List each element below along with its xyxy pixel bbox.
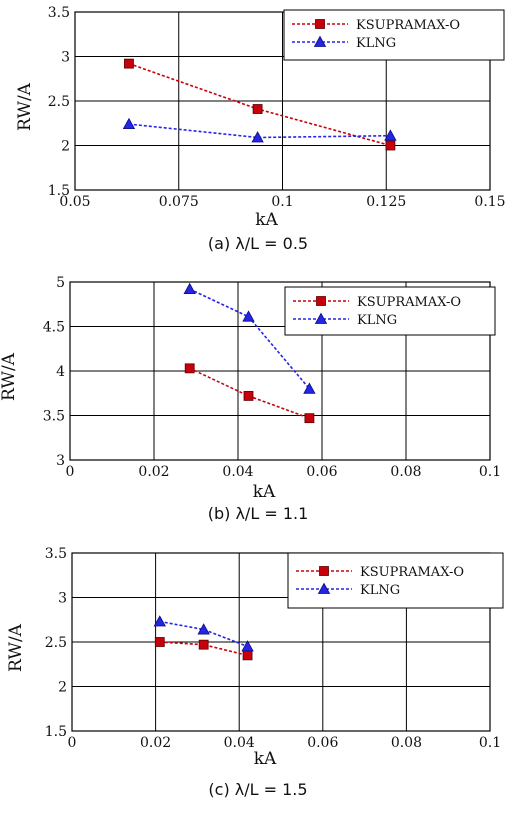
series-line-klng — [128, 123, 391, 139]
x-tick-label: 0.15 — [474, 194, 505, 210]
y-tick-label: 1.5 — [48, 183, 70, 199]
x-tick-label: 0.05 — [59, 194, 90, 210]
chart-panel-2: 0 0.02 0.04 0.06 0.08 0.1 1.5 2 2.5 3 3.5 kA RW/A KSU… — [6, 546, 504, 799]
data-point-ksupramax-o — [198, 639, 209, 650]
data-point-ksupramax-o — [243, 391, 254, 401]
y-tick-label: 3.5 — [48, 5, 70, 21]
legend-label: KLNG — [357, 313, 397, 328]
y-tick-label: 3.5 — [43, 409, 65, 425]
x-tick-label: 0.04 — [224, 735, 255, 751]
legend: KSUPRAMAX-O KLNG — [287, 552, 504, 609]
x-tick-label: 0.075 — [159, 194, 199, 210]
series-line-klng — [189, 288, 311, 390]
data-point-klng — [241, 640, 254, 652]
data-point-klng — [183, 282, 196, 295]
series-line-klng — [159, 620, 248, 648]
data-point-klng — [251, 131, 264, 143]
data-point-ksupramax-o — [304, 413, 315, 424]
legend-label: KLNG — [360, 583, 400, 598]
y-tick-label: 5 — [56, 275, 65, 291]
x-axis-label: kA — [254, 749, 277, 769]
series-line-ksupramax-o — [189, 367, 310, 419]
chart-panel-0: 0.05 0.075 0.1 0.125 0.15 1.5 2 2.5 3 3.5 kA RW/A KS… — [15, 5, 506, 253]
legend-box — [284, 286, 496, 336]
plot-frame — [69, 281, 491, 461]
legend-marker-ksupramax-o — [316, 296, 326, 306]
y-tick-label: 4 — [56, 364, 65, 380]
panel-caption: (a) λ/L = 0.5 — [208, 234, 308, 253]
y-tick-label: 3 — [56, 453, 65, 469]
legend-marker-ksupramax-o — [315, 19, 325, 29]
y-tick-label: 2.5 — [45, 635, 67, 651]
legend-marker-klng — [313, 35, 327, 47]
data-point-klng — [197, 623, 210, 635]
y-tick-label: 2 — [58, 680, 67, 696]
legend-label: KSUPRAMAX-O — [357, 295, 461, 310]
y-axis-label: RW/A — [6, 623, 26, 672]
data-point-ksupramax-o — [184, 363, 195, 374]
y-tick-label: 2.5 — [48, 94, 70, 110]
data-point-klng — [122, 117, 136, 130]
y-tick-label: 4.5 — [43, 320, 65, 336]
legend-label: KSUPRAMAX-O — [360, 565, 464, 580]
x-tick-label: 0.1 — [479, 464, 501, 480]
panel-caption: (b) λ/L = 1.1 — [208, 504, 309, 523]
y-axis-label: RW/A — [15, 82, 35, 131]
legend-marker-ksupramax-o — [319, 566, 329, 576]
y-axis-label: RW/A — [0, 352, 19, 401]
y-tick-label: 3 — [61, 50, 70, 66]
x-tick-label: 0.02 — [140, 735, 171, 751]
panel-caption: (c) λ/L = 1.5 — [208, 780, 307, 799]
x-tick-label: 0.1 — [271, 194, 293, 210]
data-point-klng — [242, 310, 255, 322]
data-point-ksupramax-o — [252, 104, 263, 114]
data-point-klng — [153, 615, 166, 627]
legend: KSUPRAMAX-O KLNG — [283, 9, 505, 61]
data-point-ksupramax-o — [385, 140, 396, 151]
x-tick-label: 0.06 — [307, 735, 338, 751]
legend-label: KLNG — [356, 36, 396, 51]
x-tick-label: 0.06 — [306, 464, 337, 480]
x-tick-label: 0.04 — [222, 464, 253, 480]
legend-marker-klng — [314, 312, 328, 324]
x-tick-label: 0.08 — [390, 464, 421, 480]
x-tick-label: 0.02 — [138, 464, 169, 480]
y-tick-label: 1.5 — [45, 724, 67, 740]
x-tick-label: 0 — [66, 464, 75, 480]
x-tick-label: 0.125 — [366, 194, 406, 210]
legend-label: KSUPRAMAX-O — [356, 18, 460, 33]
x-axis-label: kA — [253, 482, 276, 502]
data-point-ksupramax-o — [154, 637, 165, 647]
data-point-ksupramax-o — [124, 58, 134, 69]
legend-marker-klng — [317, 582, 331, 594]
data-point-ksupramax-o — [242, 650, 253, 661]
y-tick-label: 3.5 — [45, 546, 67, 562]
y-tick-label: 2 — [61, 139, 70, 155]
y-tick-label: 3 — [58, 591, 67, 607]
data-point-klng — [303, 382, 316, 394]
legend-box — [283, 9, 505, 61]
x-axis-label: kA — [255, 210, 278, 230]
x-tick-label: 0.1 — [479, 735, 501, 751]
plot-frame — [71, 552, 491, 732]
legend-box — [287, 552, 504, 609]
legend: KSUPRAMAX-O KLNG — [284, 286, 496, 336]
chart-panel-1: 0 0.02 0.04 0.06 0.08 0.1 3 3.5 4 4.5 5 kA RW/A KSUPR… — [0, 275, 501, 523]
x-tick-label: 0.08 — [391, 735, 422, 751]
plot-frame — [74, 11, 491, 191]
data-point-klng — [384, 129, 397, 141]
x-tick-label: 0 — [68, 735, 77, 751]
